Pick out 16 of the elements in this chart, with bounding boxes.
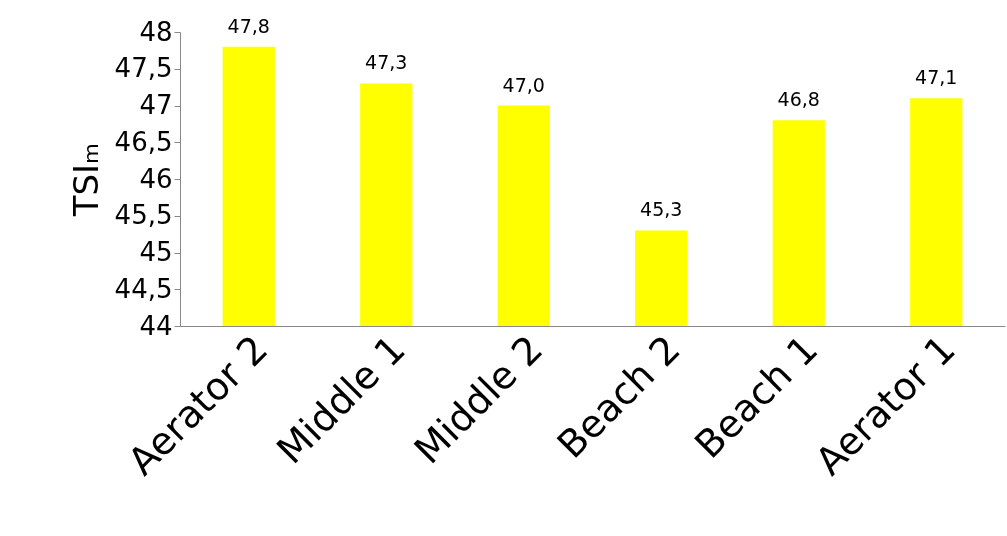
y-tick-label: 48 (139, 16, 173, 47)
data-label: 45,3 (640, 198, 683, 221)
data-label: 47,3 (365, 51, 408, 74)
y-axis-title: TSIₘ (65, 142, 106, 218)
y-tick-label: 44 (139, 310, 173, 341)
data-label: 47,1 (915, 66, 958, 89)
y-tick-label: 46,5 (114, 126, 173, 157)
y-tick-label: 46 (139, 163, 173, 194)
y-tick-label: 44,5 (114, 273, 173, 304)
data-label: 47,8 (227, 14, 270, 37)
y-tick-label: 47 (139, 90, 173, 120)
data-label: 46,8 (777, 88, 820, 111)
y-tick-label: 45,5 (114, 200, 173, 231)
data-label: 47,0 (502, 73, 545, 96)
y-tick-label: 47,5 (114, 53, 173, 84)
y-tick-label: 45 (139, 237, 173, 267)
